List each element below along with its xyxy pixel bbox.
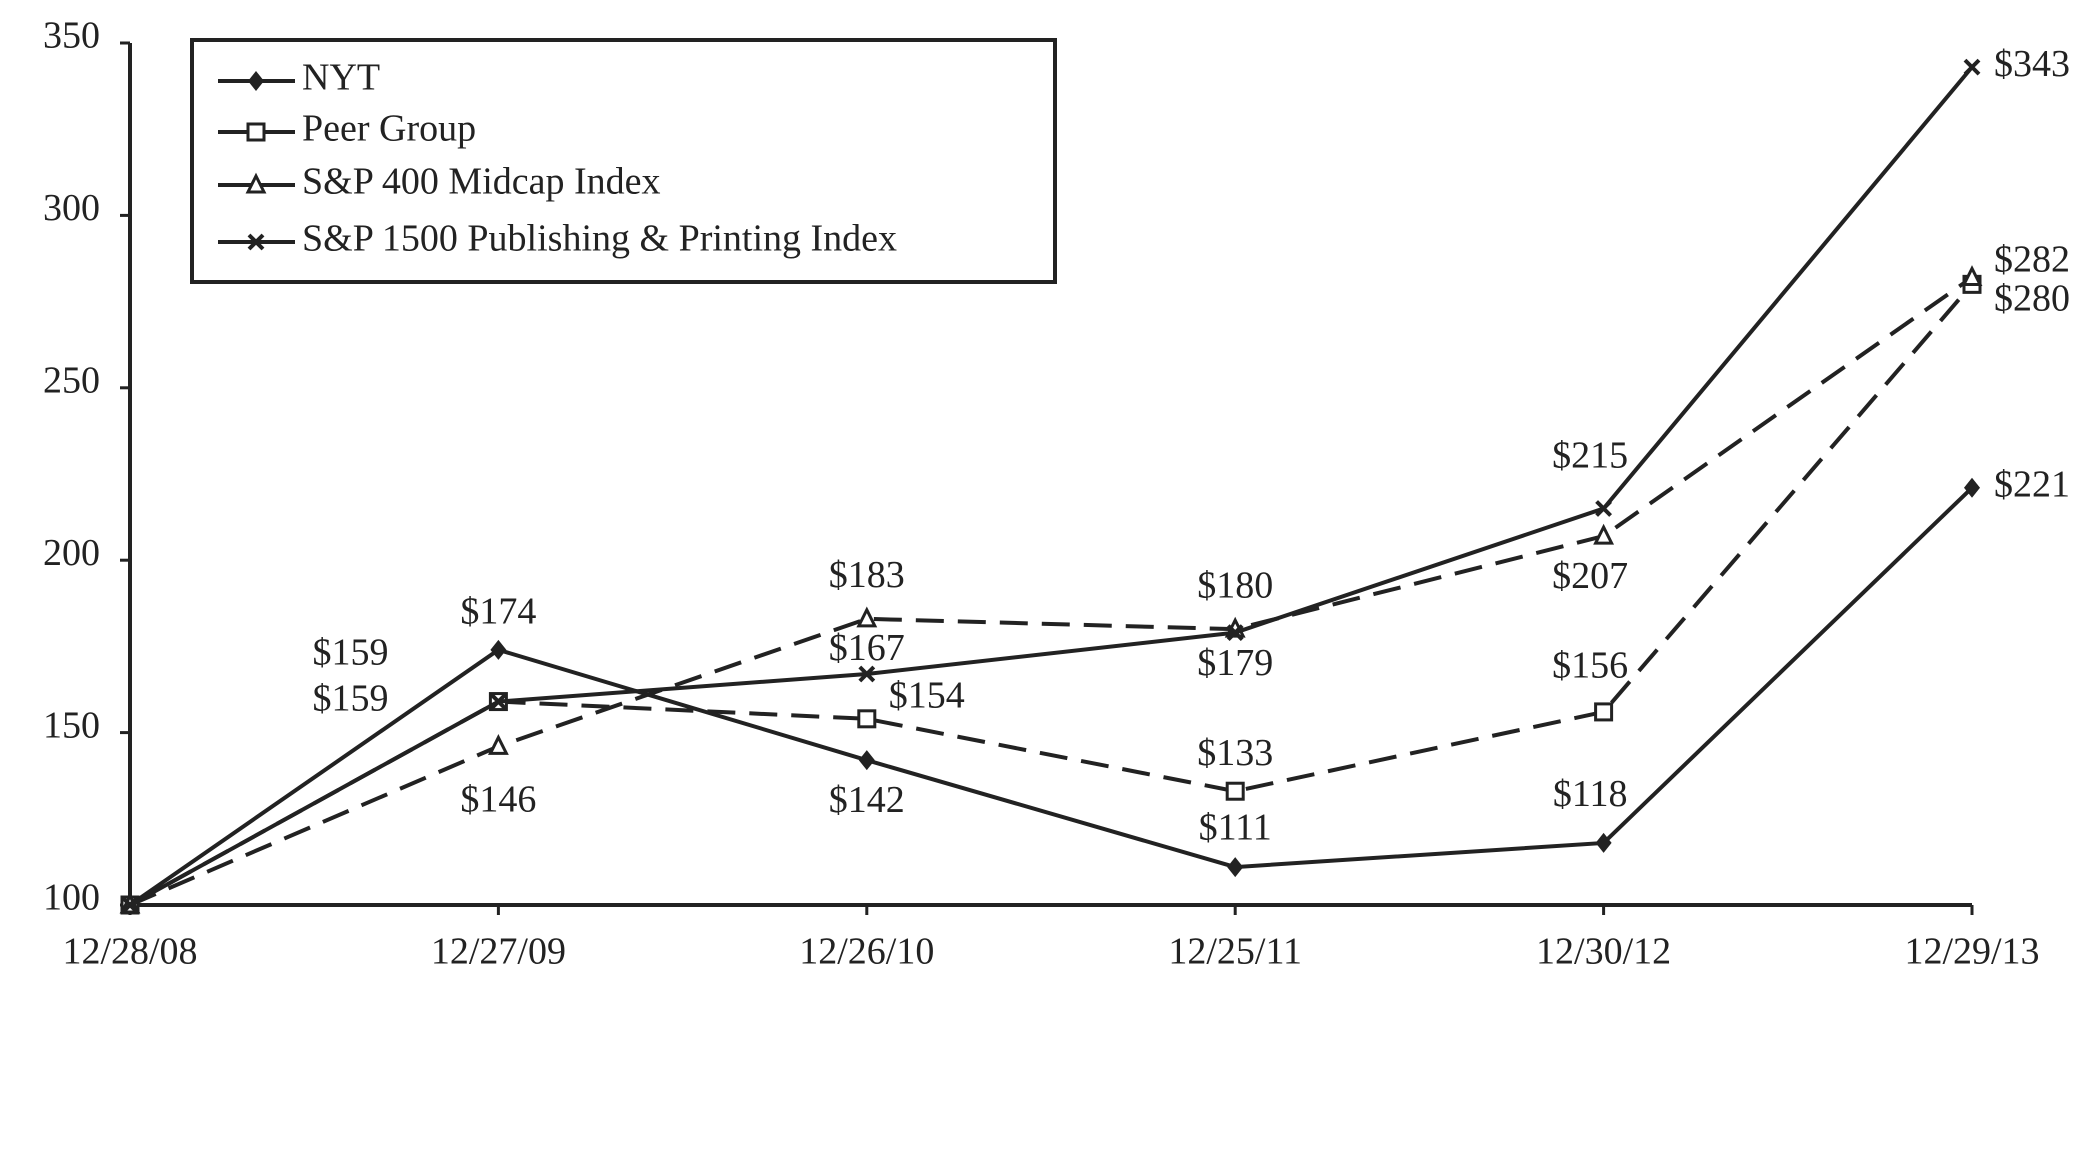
- y-tick-label: 250: [43, 360, 100, 402]
- x-tick-label: 12/25/11: [1168, 931, 1302, 973]
- data-label: $207: [1552, 555, 1628, 597]
- marker: [858, 665, 876, 683]
- data-label: $174: [460, 591, 536, 633]
- marker: [487, 734, 509, 755]
- marker: [858, 750, 875, 771]
- marker: [1593, 523, 1615, 545]
- data-label: $111: [1199, 807, 1272, 849]
- marker: [1963, 58, 1981, 76]
- data-label: $146: [460, 779, 536, 821]
- data-label: $282: [1994, 238, 2070, 280]
- marker: [489, 693, 507, 710]
- data-label: $159: [313, 677, 389, 719]
- marker: [1595, 832, 1612, 853]
- data-label: $167: [829, 627, 905, 669]
- legend-label: NYT: [302, 57, 380, 99]
- marker: [1964, 477, 1980, 498]
- data-label: $179: [1197, 642, 1273, 684]
- marker: [1594, 702, 1614, 722]
- marker: [1961, 265, 1983, 286]
- x-tick-label: 12/28/08: [62, 931, 197, 973]
- legend-box: [190, 38, 1057, 284]
- marker: [856, 606, 878, 628]
- data-label: $133: [1197, 732, 1273, 774]
- legend-marker: [245, 172, 267, 194]
- data-label: $159: [313, 632, 389, 674]
- marker: [1225, 781, 1245, 801]
- series-line: [129, 65, 1974, 907]
- data-label: $183: [829, 554, 905, 596]
- series-line: [129, 275, 1974, 907]
- y-tick-label: 350: [43, 15, 100, 57]
- y-tick-label: 150: [43, 704, 100, 746]
- data-label: $221: [1994, 464, 2070, 506]
- y-tick-label: 100: [43, 877, 100, 919]
- marker: [857, 709, 877, 729]
- marker: [1595, 500, 1613, 517]
- x-tick-label: 12/26/10: [799, 931, 934, 973]
- legend-label: S&P 1500 Publishing & Printing Index: [302, 218, 897, 260]
- marker: [1227, 857, 1244, 878]
- x-tick-label: 12/30/12: [1536, 931, 1671, 973]
- data-label: $118: [1553, 773, 1628, 815]
- data-label: $154: [889, 674, 965, 716]
- x-tick-label: 12/27/09: [431, 931, 566, 973]
- y-tick-label: 300: [43, 187, 100, 229]
- legend-marker: [248, 71, 264, 91]
- legend-label: Peer Group: [302, 108, 476, 150]
- legend-marker: [246, 122, 266, 142]
- marker: [490, 639, 507, 660]
- series-line: [128, 486, 1974, 907]
- x-tick-label: 12/29/13: [1904, 931, 2039, 973]
- legend-label: S&P 400 Midcap Index: [302, 161, 661, 203]
- y-tick-label: 200: [43, 532, 100, 574]
- marker: [121, 896, 139, 914]
- data-label: $142: [829, 779, 905, 821]
- legend-marker: [247, 233, 265, 251]
- data-label: $280: [1994, 278, 2070, 320]
- data-label: $215: [1552, 434, 1628, 476]
- data-label: $156: [1552, 645, 1628, 687]
- data-label: $180: [1197, 565, 1273, 607]
- marker: [1226, 624, 1244, 642]
- data-label: $343: [1994, 43, 2070, 85]
